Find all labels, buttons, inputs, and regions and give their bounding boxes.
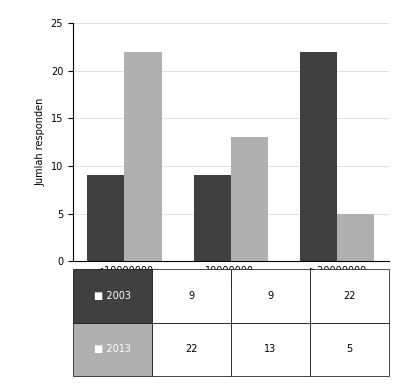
- Bar: [300, 51, 337, 261]
- Bar: [337, 214, 375, 261]
- Bar: [231, 137, 268, 261]
- Bar: [194, 175, 231, 261]
- Y-axis label: Jumlah responden: Jumlah responden: [35, 98, 45, 186]
- Bar: [124, 51, 162, 261]
- Bar: [87, 175, 124, 261]
